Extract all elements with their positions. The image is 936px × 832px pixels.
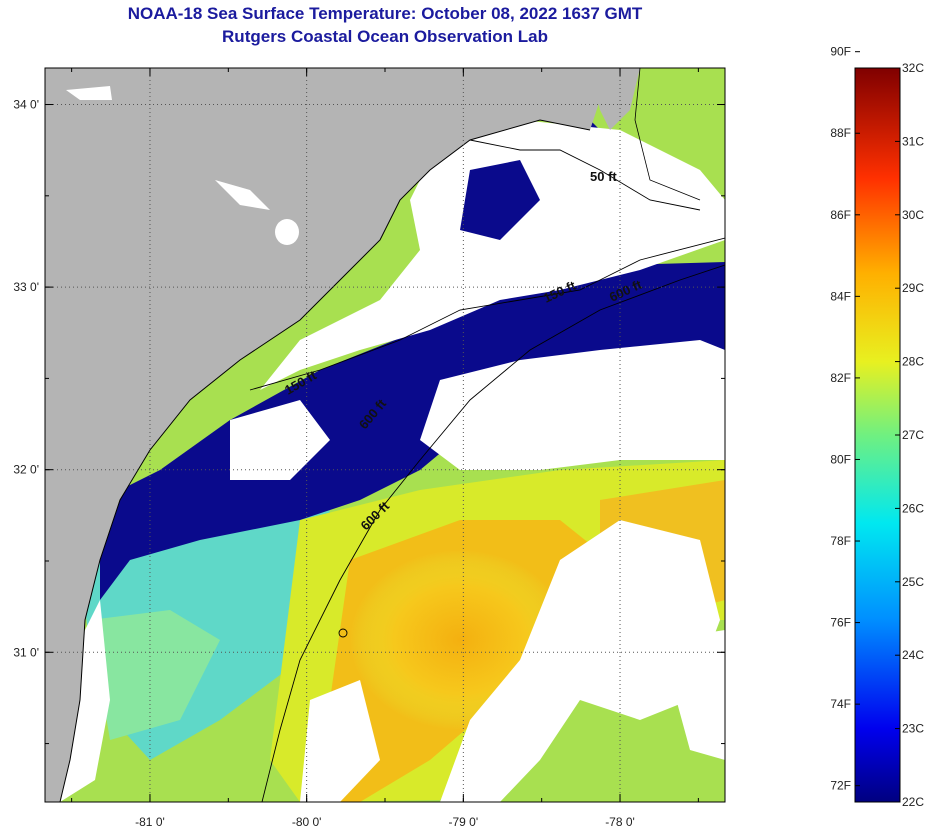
- colorbar-label-c: 23C: [902, 722, 924, 736]
- lat-tick-label: 31 0': [13, 645, 39, 659]
- lat-tick-label: 33 0': [13, 280, 39, 294]
- colorbar: [854, 67, 901, 803]
- map-subtitle: Rutgers Coastal Ocean Observation Lab: [222, 27, 548, 46]
- land-carolina-georgia: [45, 68, 600, 802]
- colorbar-label-f: 76F: [830, 616, 851, 630]
- colorbar-label-c: 32C: [902, 61, 924, 75]
- cloud-south: [300, 680, 380, 802]
- axis-ticks: -81 0' -80 0' -79 0' -78 0' 34 0' 33 0' 32 0' 3…: [13, 68, 725, 829]
- colorbar-label-f: 74F: [830, 697, 851, 711]
- coastline: [59, 119, 591, 802]
- inland-cloud-1: [66, 86, 112, 100]
- colorbar-label-c: 28C: [902, 355, 924, 369]
- colorbar-label-c: 26C: [902, 501, 924, 515]
- cold-patch-north: [460, 160, 540, 240]
- colorbar-label-f: 90F: [830, 45, 851, 59]
- lat-tick-label: 32 0': [13, 463, 39, 477]
- colorbar-label-f: 84F: [830, 289, 851, 303]
- cloud-southeast: [660, 630, 725, 760]
- lat-tick-label: 34 0': [13, 98, 39, 112]
- isobath-600: [261, 264, 725, 802]
- colorbar-label-f: 88F: [830, 126, 851, 140]
- land-cape: [590, 68, 640, 130]
- colorbar-label-c: 30C: [902, 208, 924, 222]
- lon-tick-label: -80 0': [292, 815, 322, 829]
- inland-cloud-3: [275, 219, 299, 245]
- isobath-ring: [338, 628, 348, 638]
- inland-cloud-2: [215, 180, 270, 210]
- cloud-mid: [420, 340, 725, 470]
- cloud-offshore-south: [440, 520, 720, 802]
- colorbar-label-c: 22C: [902, 795, 924, 809]
- colorbar-label-c: 25C: [902, 575, 924, 589]
- colorbar-label-f: 86F: [830, 208, 851, 222]
- lon-tick-label: -78 0': [605, 815, 635, 829]
- colorbar-labels: 32C 31C 30C 29C 28C 27C 26C 25C 24C 23C 22C 90F 88F 8…: [830, 45, 924, 809]
- colorbar-label-c: 31C: [902, 134, 924, 148]
- colorbar-label-c: 24C: [902, 648, 924, 662]
- graticule: [45, 68, 725, 802]
- lon-tick-label: -81 0': [135, 815, 165, 829]
- isobath-50: [469, 139, 701, 211]
- cloud-nearshore-north: [260, 120, 725, 390]
- colorbar-label-f: 80F: [830, 452, 851, 466]
- colorbar-label-f: 82F: [830, 371, 851, 385]
- isobath-150: [249, 237, 725, 391]
- cold-water: [100, 262, 725, 600]
- map-title: NOAA-18 Sea Surface Temperature: October…: [127, 4, 643, 23]
- green-water: [90, 610, 220, 740]
- coastline-cape: [634, 68, 701, 201]
- colorbar-label-f: 78F: [830, 534, 851, 548]
- lon-tick-label: -79 0': [449, 815, 479, 829]
- cloud-west: [230, 400, 330, 480]
- colorbar-label-f: 72F: [830, 779, 851, 793]
- colorbar-label-c: 27C: [902, 428, 924, 442]
- contour-label-50ft: 50 ft: [590, 169, 617, 184]
- colorbar-label-c: 29C: [902, 281, 924, 295]
- map-image: [45, 68, 725, 802]
